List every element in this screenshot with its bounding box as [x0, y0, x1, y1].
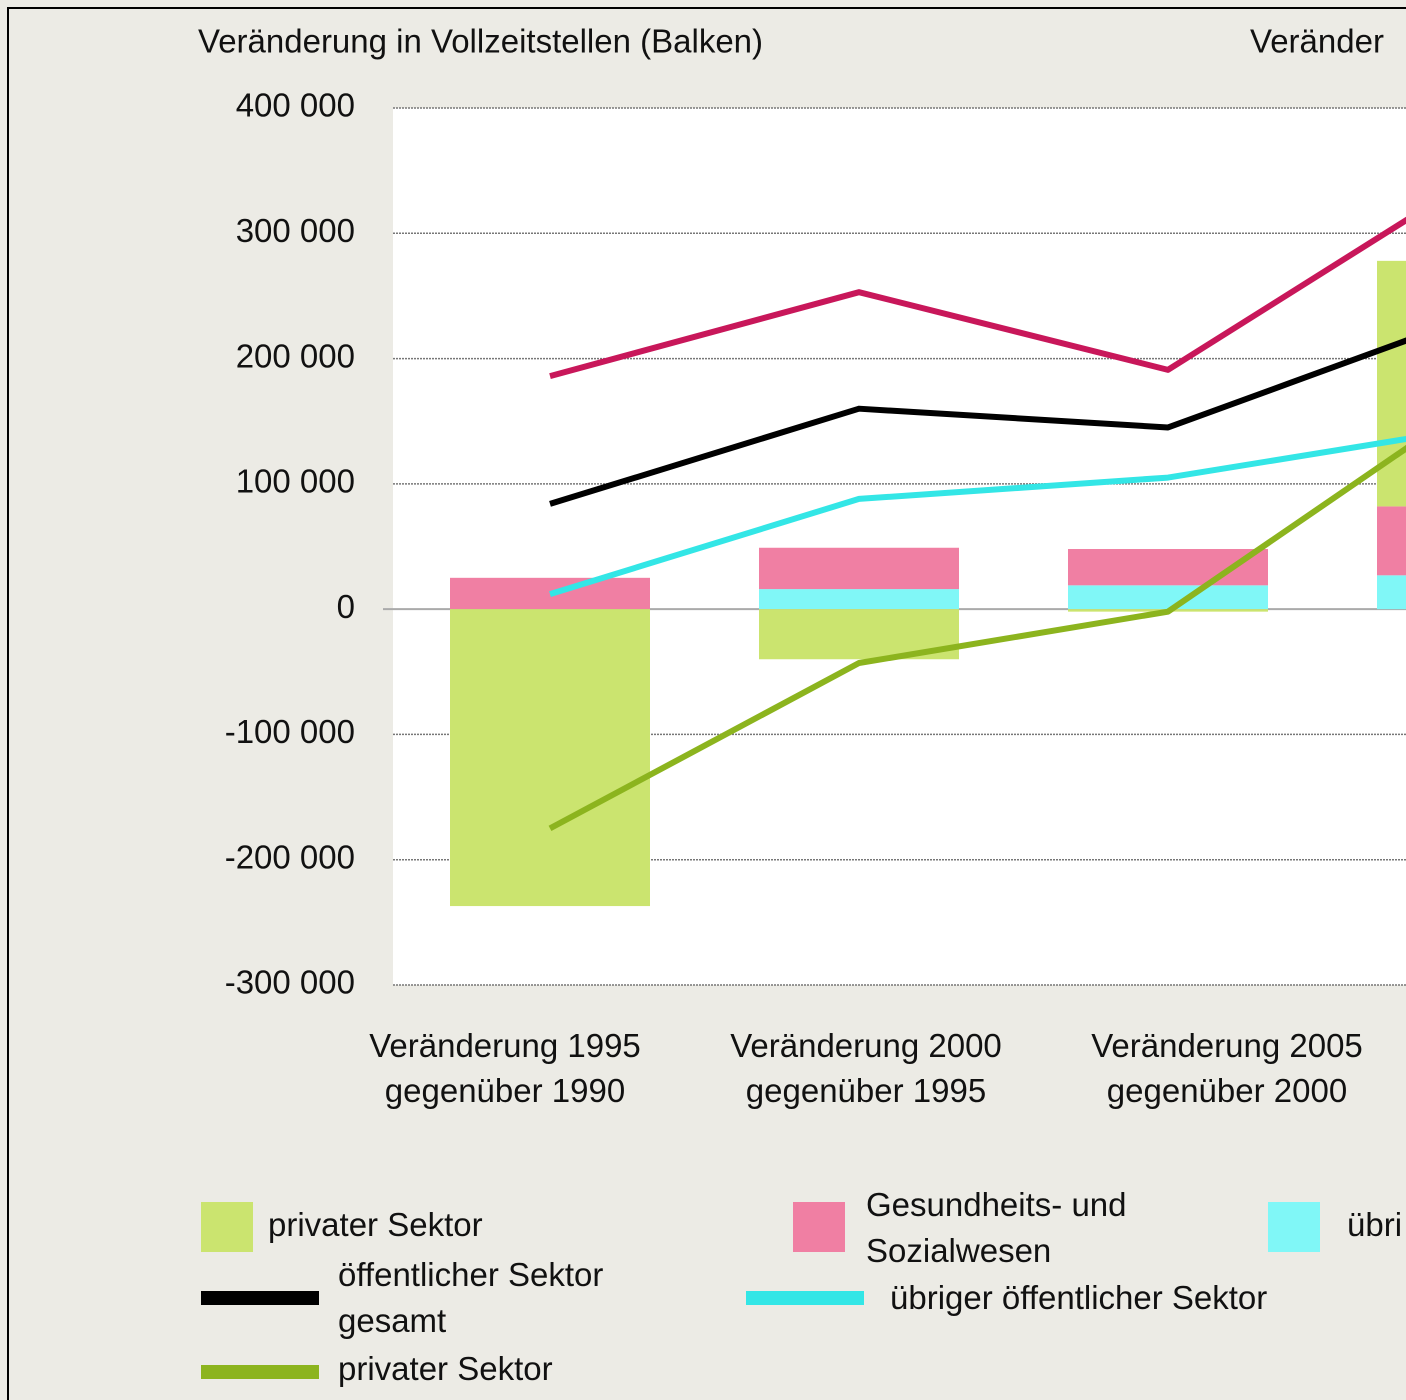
- bar: [1377, 260, 1406, 507]
- legend-label: Gesundheits- und Sozialwesen: [866, 1186, 1127, 1269]
- line: [549, 216, 1406, 380]
- y-tick-label: -100 000: [225, 713, 355, 750]
- legend-swatch: [201, 1202, 253, 1252]
- bar: [450, 609, 650, 907]
- y-tick-label: -300 000: [225, 964, 355, 1001]
- bar: [1377, 575, 1406, 610]
- legend-label: übriger öffentlicher Sektor: [890, 1279, 1268, 1316]
- legend-label: übri: [1347, 1206, 1403, 1243]
- y-tick-label: 100 000: [236, 463, 355, 500]
- bar: [759, 589, 959, 610]
- y-tick-label: -200 000: [225, 838, 355, 875]
- legend-swatch: [793, 1202, 845, 1252]
- bar: [1068, 585, 1268, 610]
- legend-label: privater Sektor: [268, 1206, 483, 1243]
- x-tick-label: Veränderung 2000 gegenüber 1995: [730, 1027, 1002, 1109]
- line: [549, 435, 1406, 597]
- legend-label: öffentlicher Sektor gesamt: [338, 1256, 604, 1339]
- bar: [1377, 506, 1406, 576]
- line: [548, 444, 1406, 832]
- x-tick-label: Veränderung 2005 gegenüber 2000: [1091, 1027, 1363, 1109]
- x-tick-label: Veränderung 1995 gegenüber 1990: [369, 1027, 641, 1109]
- y2-title: Veränder: [1250, 23, 1384, 60]
- y-tick-label: 300 000: [236, 212, 355, 249]
- legend-swatch: [201, 1291, 319, 1305]
- y-tick-label: 400 000: [236, 87, 355, 124]
- chart-title: Veränderung in Vollzeitstellen (Balken): [198, 23, 763, 60]
- bar: [759, 547, 959, 590]
- y-tick-label: 200 000: [236, 337, 355, 374]
- line: [549, 337, 1406, 507]
- legend-swatch: [201, 1365, 319, 1379]
- legend-swatch: [746, 1291, 864, 1305]
- legend-label: privater Sektor: [338, 1350, 553, 1387]
- y-tick-label: 0: [337, 588, 355, 625]
- legend-swatch: [1268, 1202, 1320, 1252]
